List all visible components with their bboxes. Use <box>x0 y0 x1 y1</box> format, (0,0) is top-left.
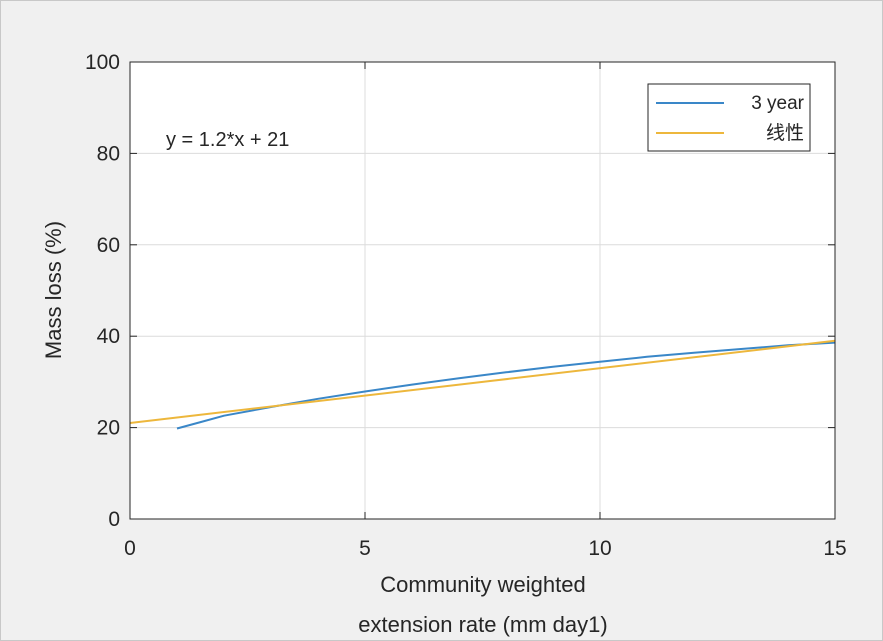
x-tick-label: 5 <box>359 537 371 560</box>
y-axis-label: Mass loss (%) <box>41 221 66 359</box>
x-axis-label-line1: Community weighted <box>380 572 585 597</box>
y-tick-label: 80 <box>97 142 120 165</box>
x-tick-label: 15 <box>823 537 846 560</box>
y-tick-label: 0 <box>108 508 120 531</box>
y-tick-label: 40 <box>97 325 120 348</box>
y-tick-label: 20 <box>97 417 120 440</box>
legend-label-3-year: 3 year <box>751 93 804 114</box>
x-axis-label-line2: extension rate (mm day1) <box>358 612 607 637</box>
y-tick-label: 60 <box>97 234 120 257</box>
annotation-equation: y = 1.2*x + 21 <box>166 129 289 151</box>
y-tick-label: 100 <box>85 51 120 74</box>
legend-label-linear: 线性 <box>766 122 804 144</box>
x-tick-label: 10 <box>588 537 611 560</box>
legend: 3 year 线性 <box>648 84 810 151</box>
x-tick-label: 0 <box>124 537 136 560</box>
